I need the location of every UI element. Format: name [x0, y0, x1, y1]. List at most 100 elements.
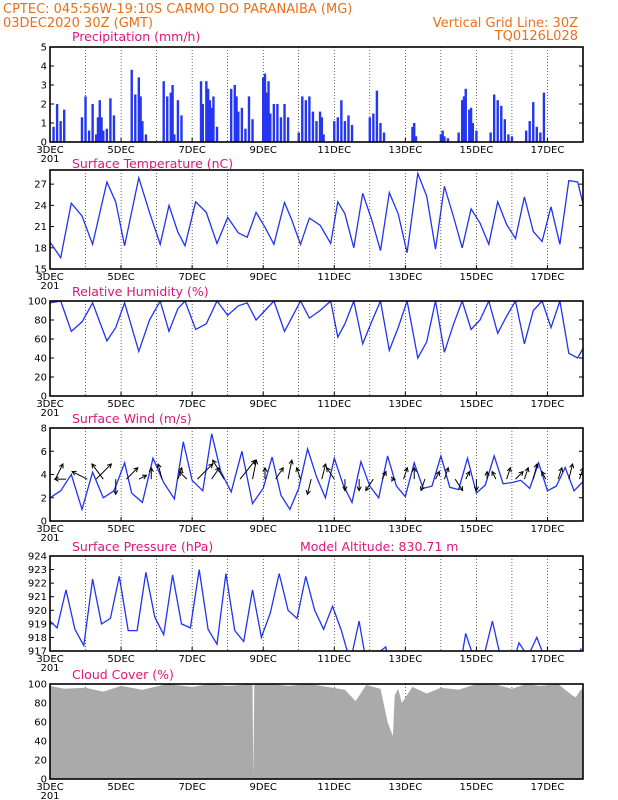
wind-vector-head: [444, 466, 450, 473]
cloud-xtick-label: 17DEC: [531, 782, 565, 793]
precip-xtick-label: 5DEC: [107, 145, 134, 156]
wind-vector-shaft: [557, 467, 563, 480]
precip-bar: [350, 124, 354, 142]
precip-xtick-label: 13DEC: [388, 145, 422, 156]
temperature-frame: [49, 169, 584, 270]
wind-vector: [126, 467, 139, 480]
wind-vector-shaft: [321, 463, 327, 480]
wind-vector: [568, 462, 575, 480]
precip-bar: [542, 92, 546, 142]
precip-bar: [139, 96, 142, 142]
pressure-xtick-label: 5DEC: [107, 654, 134, 665]
precip-bar: [343, 121, 347, 142]
wind-vector-shaft: [275, 467, 284, 480]
humidity-ytick-label: 40: [34, 354, 47, 365]
wind-vector-head: [295, 466, 301, 473]
precip-bar: [59, 121, 62, 142]
cloud-panel: 0 20 40 60 80 100 3DEC 5DEC 7DEC 9DEC 11DEC 13DEC 15…: [28, 667, 584, 800]
wind-vector-head: [484, 470, 490, 476]
cloud-xtick-label: 3DEC: [36, 782, 63, 793]
wind-vector-shaft: [515, 471, 524, 480]
precip-bar: [265, 92, 268, 142]
wind-vector: [54, 463, 64, 480]
precip-bar: [262, 77, 265, 142]
wind-vector: [342, 479, 348, 492]
precip-bar: [462, 96, 466, 142]
precip-bar: [368, 117, 371, 142]
temperature-xtick-label: 9DEC: [250, 272, 277, 283]
precip-bar: [411, 126, 414, 142]
wind-ytick-label: 2: [41, 493, 47, 504]
wind-vector-head: [524, 466, 530, 473]
humidity-plot-area: [50, 301, 583, 360]
cloud-ytick-label: 100: [28, 680, 47, 691]
precip-bar: [333, 121, 336, 142]
wind-vector-head: [262, 466, 268, 472]
cloud-xtick-label: 7DEC: [178, 782, 205, 793]
cloud-title: Cloud Cover (%): [72, 667, 174, 682]
precip-bar: [173, 134, 176, 142]
precip-bar: [130, 69, 133, 142]
precip-bar: [215, 126, 219, 142]
humidity-ytick-label: 60: [34, 335, 47, 346]
precip-bar: [535, 126, 539, 142]
precip-bar: [503, 119, 507, 142]
precip-bar: [532, 102, 535, 142]
temperature-ytick-label: 21: [34, 222, 47, 233]
wind-vector-shaft: [381, 471, 387, 480]
humidity-xtick-label: 5DEC: [107, 399, 134, 410]
precip-bar: [91, 104, 94, 142]
cloud-cover-area: [50, 684, 583, 779]
wind-vector: [262, 466, 268, 480]
precip-bar: [320, 117, 324, 142]
precip-bar: [276, 104, 279, 142]
wind-vector-head: [279, 466, 284, 473]
wind-vector: [148, 466, 154, 480]
wind-vector-head: [382, 470, 387, 477]
temperature-ytick-label: 15: [34, 265, 47, 276]
wind-vector-shaft: [443, 467, 449, 480]
precip-bar: [144, 134, 148, 142]
precip-year-stub: 201: [40, 154, 59, 165]
wind-vector-shaft: [91, 463, 104, 480]
precip-bar: [233, 85, 236, 142]
precip-bar: [446, 138, 450, 142]
wind-xtick-label: 3DEC: [36, 524, 63, 535]
wind-vector-head: [541, 470, 546, 477]
humidity-ytick-label: 80: [34, 316, 47, 327]
wind-xtick-label: 7DEC: [178, 524, 205, 535]
precip-bar: [272, 104, 276, 142]
humidity-series-line: [50, 301, 583, 360]
precip-bar: [489, 132, 492, 142]
wind-xtick-label: 11DEC: [317, 524, 351, 535]
humidity-xtick-label: 15DEC: [460, 399, 494, 410]
precip-bar: [84, 96, 87, 142]
temperature-xtick-label: 7DEC: [178, 272, 205, 283]
wind-vector: [356, 479, 362, 492]
precip-bar: [212, 96, 215, 142]
pressure-year-stub: 201: [40, 663, 59, 674]
wind-vector-head: [141, 474, 148, 480]
wind-vector-head: [435, 470, 440, 477]
precip-bar: [301, 96, 304, 142]
precip-bar: [263, 73, 267, 142]
humidity-xtick-label: 9DEC: [250, 399, 277, 410]
wind-vector: [443, 466, 450, 480]
wind-xtick-label: 13DEC: [388, 524, 422, 535]
precip-bar: [52, 126, 55, 142]
precip-bar: [457, 132, 460, 142]
wind-vector-shaft: [541, 471, 547, 480]
precip-bar: [322, 134, 325, 142]
pressure-xtick-label: 17DEC: [531, 654, 565, 665]
humidity-frame: [49, 300, 584, 397]
wind-vector-shaft: [435, 471, 440, 480]
cloud-xtick-label: 11DEC: [317, 782, 351, 793]
precip-bar: [235, 96, 238, 142]
precip-ytick-label: 3: [41, 81, 47, 92]
wind-vector-shaft: [252, 460, 257, 480]
wind-xtick-label: 5DEC: [107, 524, 134, 535]
wind-vector-head: [390, 476, 396, 482]
wind-vector-head: [558, 466, 564, 473]
wind-vector-shaft: [157, 463, 163, 480]
pressure-ytick-label: 917: [28, 647, 47, 658]
